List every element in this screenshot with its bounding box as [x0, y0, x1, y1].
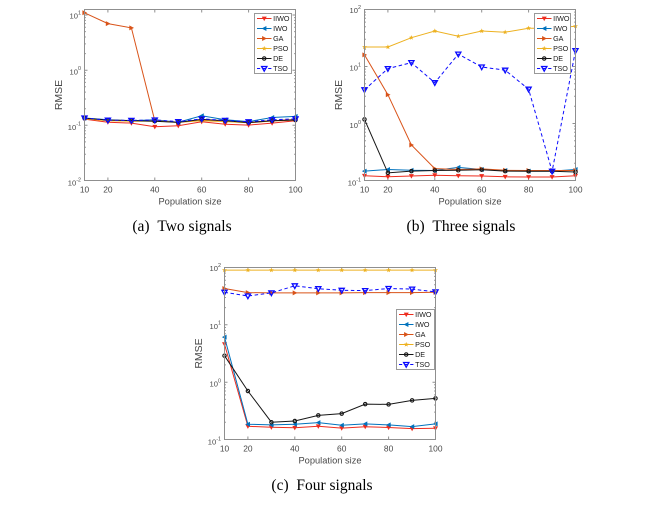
svg-text:IIWO: IIWO: [273, 14, 290, 23]
svg-text:10: 10: [360, 185, 370, 195]
svg-text:GA: GA: [273, 34, 284, 43]
svg-text:RMSE: RMSE: [193, 338, 205, 368]
svg-text:IWO: IWO: [273, 24, 288, 33]
svg-text:Population size: Population size: [158, 196, 221, 206]
svg-text:IWO: IWO: [415, 320, 430, 329]
svg-text:101: 101: [210, 321, 221, 331]
svg-text:80: 80: [384, 444, 394, 454]
svg-text:DE: DE: [273, 54, 283, 63]
svg-text:60: 60: [477, 185, 487, 195]
svg-text:100: 100: [569, 185, 583, 195]
svg-text:IIWO: IIWO: [553, 14, 570, 23]
svg-text:20: 20: [383, 185, 393, 195]
svg-text:100: 100: [429, 444, 443, 454]
svg-text:DE: DE: [553, 54, 563, 63]
svg-text:60: 60: [337, 444, 347, 454]
svg-text:60: 60: [197, 185, 207, 195]
svg-text:100: 100: [289, 185, 303, 195]
svg-text:40: 40: [430, 185, 440, 195]
svg-text:GA: GA: [553, 34, 564, 43]
svg-text:GA: GA: [415, 330, 426, 339]
svg-text:10-1: 10-1: [348, 177, 361, 187]
svg-text:(b) Three signals: (b) Three signals: [407, 218, 516, 235]
svg-text:IWO: IWO: [553, 24, 568, 33]
svg-text:100: 100: [350, 120, 361, 130]
svg-text:(c) Four signals: (c) Four signals: [271, 477, 372, 494]
svg-text:40: 40: [150, 185, 160, 195]
svg-text:Population size: Population size: [438, 196, 501, 206]
svg-text:RMSE: RMSE: [53, 80, 65, 110]
svg-text:10-1: 10-1: [208, 436, 221, 446]
svg-text:PSO: PSO: [415, 340, 431, 349]
svg-text:101: 101: [70, 11, 81, 21]
svg-text:80: 80: [524, 185, 534, 195]
svg-text:40: 40: [290, 444, 300, 454]
svg-text:IIWO: IIWO: [415, 310, 432, 319]
svg-text:Population size: Population size: [298, 455, 361, 465]
svg-text:100: 100: [70, 66, 81, 76]
svg-text:(a) Two signals: (a) Two signals: [132, 218, 231, 235]
svg-text:10: 10: [220, 444, 230, 454]
svg-text:102: 102: [350, 5, 361, 15]
svg-text:TSO: TSO: [273, 64, 288, 73]
svg-text:20: 20: [243, 444, 253, 454]
svg-text:DE: DE: [415, 350, 425, 359]
svg-text:PSO: PSO: [553, 44, 569, 53]
svg-text:TSO: TSO: [553, 64, 568, 73]
svg-text:TSO: TSO: [415, 360, 430, 369]
svg-text:PSO: PSO: [273, 44, 289, 53]
svg-text:10-2: 10-2: [68, 177, 81, 187]
svg-text:10: 10: [80, 185, 90, 195]
svg-text:20: 20: [103, 185, 113, 195]
svg-text:100: 100: [210, 379, 221, 389]
svg-text:80: 80: [244, 185, 254, 195]
svg-text:10-1: 10-1: [68, 122, 81, 132]
svg-text:101: 101: [350, 62, 361, 72]
svg-text:102: 102: [210, 263, 221, 273]
svg-text:RMSE: RMSE: [333, 80, 345, 110]
